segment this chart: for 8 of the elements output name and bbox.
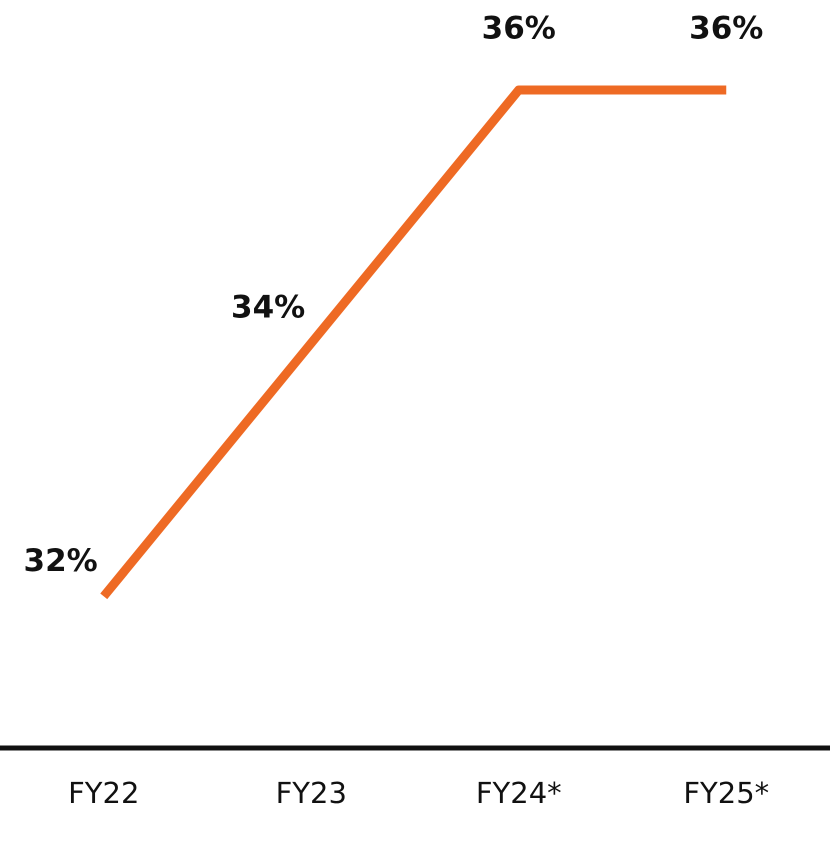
x-tick-label: FY22 bbox=[68, 776, 140, 810]
data-label: 32% bbox=[24, 542, 98, 579]
data-label: 34% bbox=[231, 290, 306, 326]
x-tick-label: FY23 bbox=[276, 776, 347, 810]
x-tick-label: FY24* bbox=[476, 776, 562, 810]
data-label: 36% bbox=[482, 10, 556, 47]
x-tick-label: FY25* bbox=[683, 776, 770, 810]
data-label: 36% bbox=[689, 10, 764, 47]
